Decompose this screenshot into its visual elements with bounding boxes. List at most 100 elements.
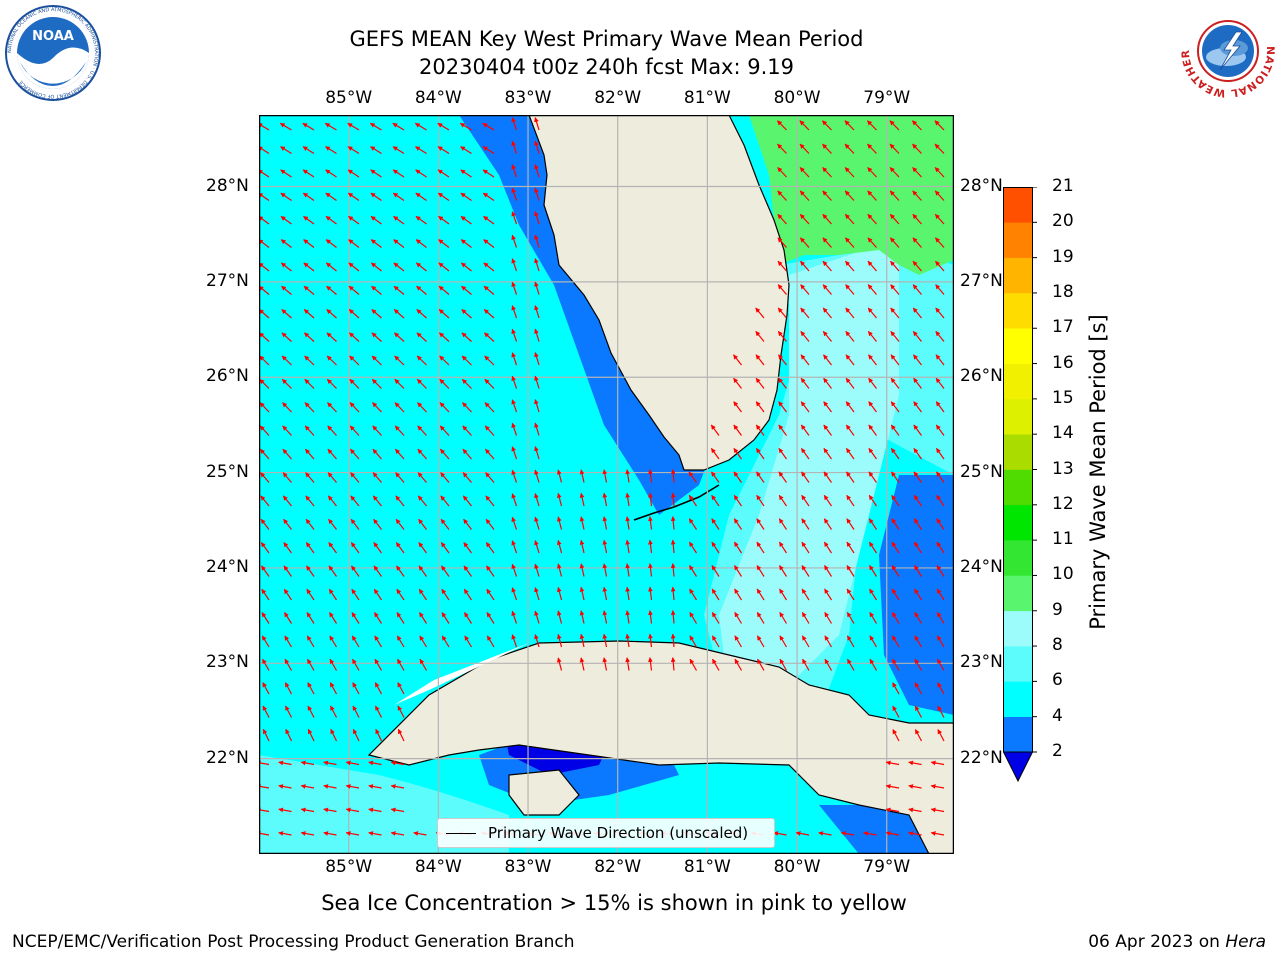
wave-arrow — [511, 634, 518, 648]
wave-arrow — [776, 120, 787, 131]
wave-arrow — [556, 469, 563, 483]
wave-arrow — [374, 635, 383, 648]
wave-arrow — [602, 492, 608, 507]
wave-arrow — [711, 635, 720, 648]
wave-arrow — [779, 611, 788, 624]
wave-arrow — [867, 284, 877, 295]
wave-arrow — [368, 784, 382, 789]
wave-arrow — [778, 448, 787, 460]
wave-arrow — [484, 402, 495, 413]
wave-arrow — [483, 285, 495, 295]
wave-arrow — [326, 285, 337, 295]
wave-arrow — [303, 332, 315, 342]
period-2-4-area-straits — [879, 475, 954, 715]
land-cuba — [367, 640, 954, 854]
wave-arrow — [372, 472, 382, 483]
wave-arrow — [534, 328, 540, 342]
wave-arrow — [777, 213, 787, 225]
wave-arrow — [756, 658, 765, 671]
wave-arrow — [755, 307, 765, 319]
wave-arrow — [397, 705, 405, 718]
wave-arrow — [822, 190, 832, 201]
wave-arrow — [484, 425, 495, 436]
wave-arrow — [936, 565, 945, 577]
wave-arrow — [397, 728, 405, 742]
wave-arrow — [373, 542, 382, 554]
wave-arrow — [890, 307, 900, 319]
wave-arrow — [534, 540, 540, 554]
wave-arrow — [930, 784, 945, 789]
wave-arrow — [417, 472, 427, 483]
wave-arrow — [556, 633, 563, 648]
wave-arrow — [913, 354, 922, 366]
wave-arrow — [846, 494, 855, 507]
lat-tick-label: 23°N — [206, 652, 249, 673]
wave-arrow — [369, 122, 382, 131]
wave-arrow — [439, 448, 450, 460]
wave-arrow — [912, 237, 922, 248]
wave-arrow — [350, 518, 360, 530]
wave-arrow — [867, 167, 877, 178]
wave-arrow — [579, 610, 585, 624]
wave-arrow — [936, 518, 945, 530]
wave-arrow — [934, 167, 945, 178]
wave-arrow — [485, 495, 495, 507]
wave-arrow — [462, 495, 472, 507]
wave-arrow — [463, 542, 472, 554]
wave-arrow — [373, 612, 383, 624]
wave-arrow — [300, 760, 315, 766]
wave-arrow — [345, 807, 360, 813]
wave-arrow — [556, 657, 563, 671]
wave-arrow — [305, 495, 315, 507]
lat-tick-label: 28°N — [960, 175, 1003, 196]
colorbar-segment — [1003, 716, 1033, 753]
wave-arrow — [890, 260, 900, 272]
wave-arrow — [416, 355, 427, 366]
wave-arrow — [534, 493, 540, 507]
wave-arrow — [908, 807, 922, 813]
wave-arrow — [885, 784, 900, 789]
wave-arrow — [283, 612, 293, 624]
chart-subtitle: 20230404 t00z 240h fcst Max: 9.19 — [419, 55, 794, 79]
florida-keys — [633, 484, 720, 521]
wave-arrow — [868, 565, 878, 577]
wave-arrow — [890, 331, 900, 342]
lon-tick-label: 84°W — [414, 857, 462, 877]
wave-arrow — [392, 146, 405, 155]
wave-arrow — [370, 262, 382, 272]
wave-arrow — [579, 516, 585, 530]
wave-arrow — [800, 354, 810, 366]
wave-arrow — [534, 258, 540, 272]
wave-arrow — [486, 565, 495, 577]
wave-arrow — [845, 284, 855, 295]
wave-arrow — [511, 469, 518, 483]
lon-tick-label: 80°W — [773, 857, 821, 877]
wave-arrow — [824, 611, 833, 624]
wave-arrow — [281, 332, 292, 342]
wave-arrow — [511, 164, 518, 178]
wave-arrow — [349, 448, 360, 460]
wave-arrow — [891, 588, 900, 601]
wave-arrow — [755, 401, 765, 413]
wave-arrow — [348, 285, 360, 295]
wave-arrow — [511, 422, 518, 436]
wave-arrow — [396, 588, 405, 601]
wave-arrow — [777, 143, 787, 154]
wave-arrow — [485, 542, 495, 554]
wave-arrow — [625, 610, 631, 624]
wave-arrow — [800, 331, 810, 342]
wave-arrow — [799, 190, 810, 201]
wave-arrow — [755, 424, 765, 436]
wave-arrow — [935, 284, 945, 295]
wave-arrow — [935, 354, 945, 366]
wave-arrow — [440, 495, 450, 507]
wave-arrow — [326, 309, 337, 319]
wave-arrow — [936, 494, 945, 507]
wave-arrow — [930, 831, 945, 836]
wave-arrow — [282, 472, 292, 483]
wave-arrow — [327, 472, 337, 483]
lat-tick-label: 27°N — [206, 270, 249, 291]
wave-arrow — [351, 635, 360, 648]
wave-arrow — [463, 612, 473, 624]
wave-arrow — [349, 425, 360, 436]
